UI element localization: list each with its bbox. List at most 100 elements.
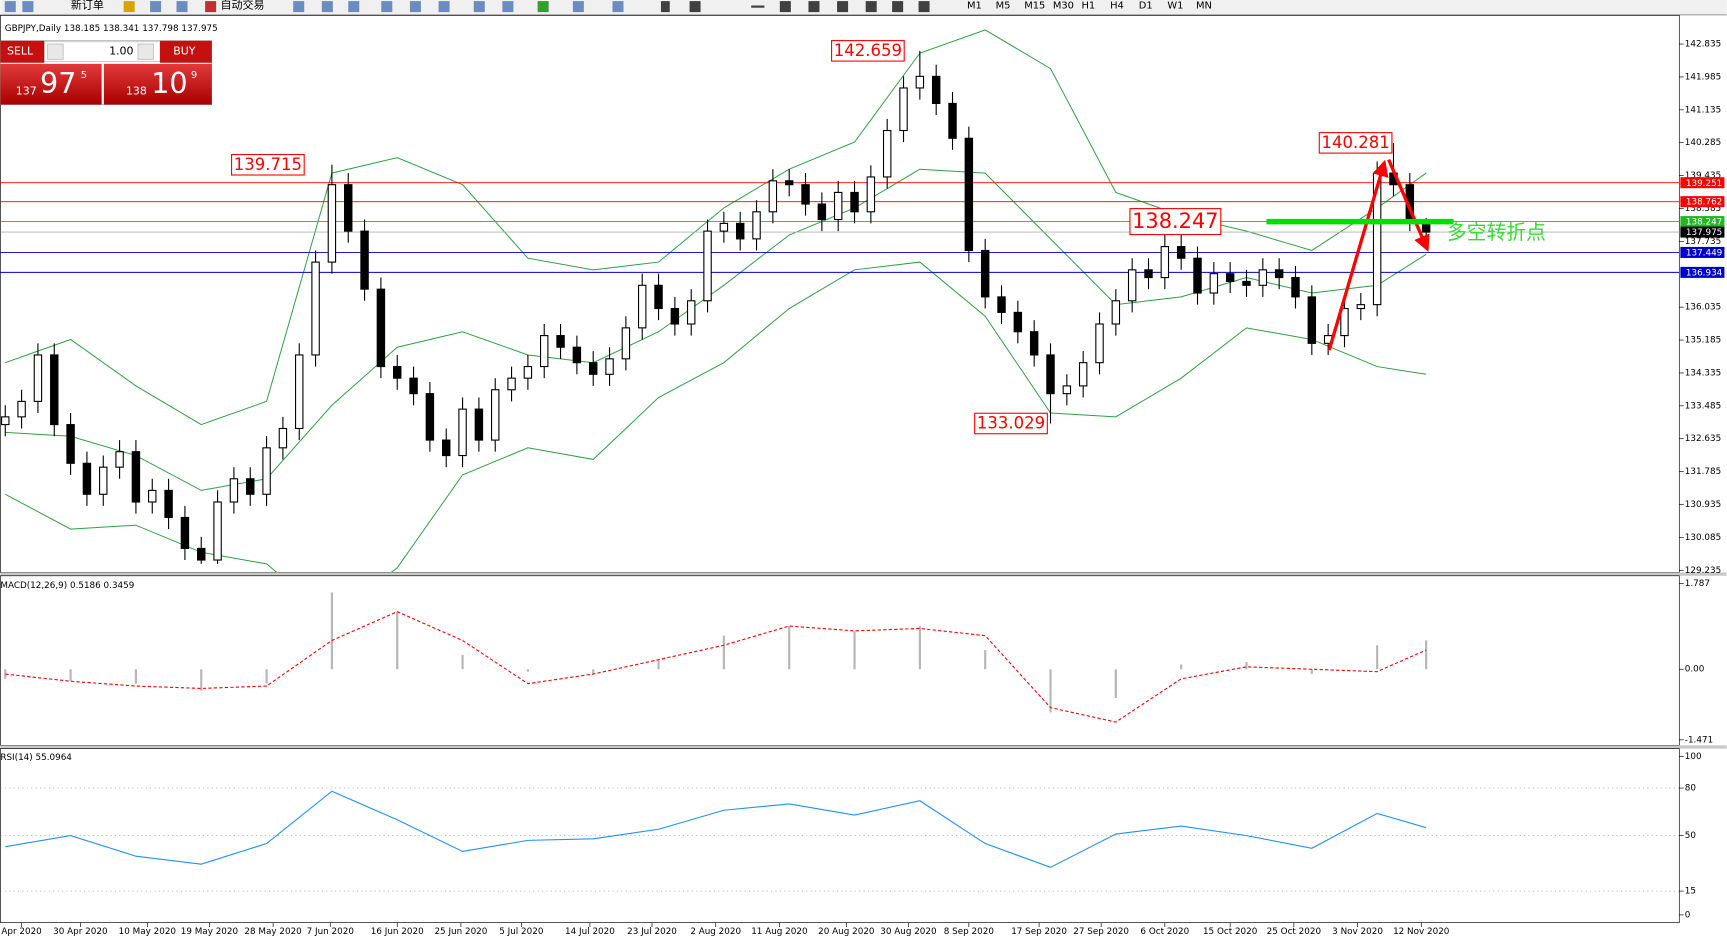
candle-body (1356, 304, 1366, 310)
x-tick-label: 7 Jun 2020 (307, 927, 355, 937)
y-tick-label: 1.787 (1685, 579, 1710, 589)
candle-body (1340, 307, 1349, 337)
candle-body (801, 184, 810, 205)
timeframe-button[interactable]: W1 (1167, 1, 1183, 12)
candle-body (311, 261, 320, 356)
price-level-label: 137.449 (1686, 248, 1722, 258)
bollinger-lower (5, 261, 1427, 573)
y-tick-label: 135.185 (1685, 336, 1721, 346)
candle-body (229, 478, 239, 503)
bollinger-middle (5, 168, 1427, 491)
pane-separator (0, 745, 1727, 749)
timeframe-button[interactable]: M15 (1024, 1, 1045, 12)
lot-spin[interactable] (137, 43, 154, 60)
buy-button[interactable] (160, 40, 212, 63)
timeframe-button[interactable]: D1 (1139, 1, 1153, 12)
timeframe-button[interactable]: M30 (1053, 1, 1074, 12)
price-level-box (1680, 246, 1725, 258)
candle-body (1193, 257, 1202, 294)
buy-price-button[interactable] (103, 63, 212, 105)
timeframe-button[interactable]: M1 (967, 1, 982, 12)
buy-label[interactable]: BUY (173, 45, 196, 58)
candle-body (899, 87, 908, 132)
candle-body (605, 358, 614, 375)
candle-body (735, 222, 745, 240)
candle-body (1176, 246, 1186, 259)
macd-histogram-bar (526, 669, 529, 672)
candle-body (507, 377, 516, 391)
macd-histogram-bar (265, 669, 268, 684)
candle-body (458, 408, 467, 457)
y-tick-label: 141.135 (1685, 105, 1721, 115)
x-tick-label: 6 Oct 2020 (1140, 927, 1189, 937)
timeframe-button[interactable]: M5 (996, 1, 1011, 12)
candle-body (1062, 385, 1072, 395)
y-tick-label: 129.235 (1685, 566, 1721, 576)
y-tick-label: 50 (1685, 831, 1697, 841)
x-tick-label: 25 Jun 2020 (434, 927, 487, 937)
buy-fraction[interactable]: 9 (191, 70, 197, 81)
sell-price-button[interactable] (0, 63, 102, 105)
rsi-plot (0, 787, 1680, 892)
candle-body (850, 191, 859, 213)
macd-histogram-bar (396, 611, 399, 670)
toolbar-icons (4, 1, 930, 13)
sell-pips[interactable]: 97 (40, 66, 76, 100)
candle-body (1258, 269, 1268, 286)
rsi-pane (0, 748, 1680, 923)
timeframe-button[interactable]: MN (1196, 1, 1212, 12)
macd-histogram-bar (330, 592, 334, 670)
sell-fraction[interactable]: 5 (81, 70, 87, 81)
macd-histogram-bar (984, 650, 987, 670)
sell-label[interactable]: SELL (7, 45, 34, 58)
chart-title: RSI(14) 55.0964 (0, 753, 72, 763)
macd-pane (0, 575, 1680, 746)
y-tick-label: 0 (1685, 910, 1691, 920)
candle-body (1225, 273, 1235, 282)
macd-histogram-bar (1425, 640, 1428, 670)
candle-body (948, 102, 957, 139)
y-tick-label: 80 (1685, 784, 1697, 794)
toolbar (0, 0, 1727, 16)
toolbar-button[interactable]: 自动交易 (221, 0, 265, 12)
x-tick-label: 19 May 2020 (181, 927, 239, 937)
y-tick-label: 136.035 (1685, 303, 1721, 313)
macd-histogram-bar (592, 669, 595, 675)
timeframe-button[interactable]: H4 (1110, 1, 1124, 12)
sell-button[interactable] (0, 40, 45, 63)
macd-histogram-bar (1114, 669, 1117, 699)
pane-separator (0, 572, 1727, 576)
candle-body (393, 366, 402, 379)
y-tick-label: 139.435 (1685, 171, 1721, 181)
chart-title: MACD(12,26,9) 0.5186 0.3459 (0, 581, 134, 591)
sell-big-figure[interactable]: 137 (16, 84, 37, 97)
toolbar-button[interactable]: 新订单 (71, 0, 104, 12)
candle-body (1307, 296, 1317, 344)
trend-arrows (1327, 158, 1430, 351)
timeframe-button[interactable]: H1 (1081, 1, 1095, 12)
candle-body (425, 393, 435, 441)
price-level-label: 139.251 (1686, 179, 1722, 189)
macd-histogram-bar (853, 630, 856, 670)
price-level-box (1680, 226, 1725, 238)
candle-body (1078, 362, 1088, 387)
candle-body (1127, 269, 1137, 302)
macd-histogram-bar (1310, 669, 1313, 675)
buy-big-figure[interactable]: 138 (126, 84, 147, 97)
candle-body (1242, 280, 1251, 286)
candle-body (1046, 354, 1055, 395)
macd-plot (4, 592, 1428, 723)
x-tick-label: 25 Oct 2020 (1267, 927, 1322, 937)
lot-spin[interactable] (47, 43, 64, 60)
price-level-box (1680, 216, 1725, 228)
candle-body (833, 191, 843, 221)
price-level-box (1680, 266, 1725, 278)
rsi-line (5, 790, 1427, 868)
x-tick-label: 10 May 2020 (119, 927, 177, 937)
candle-body (1111, 300, 1121, 325)
buy-pips[interactable]: 10 (151, 66, 187, 100)
lot-value[interactable]: 1.00 (109, 45, 134, 58)
annotation-label: 140.281 (1321, 133, 1389, 152)
